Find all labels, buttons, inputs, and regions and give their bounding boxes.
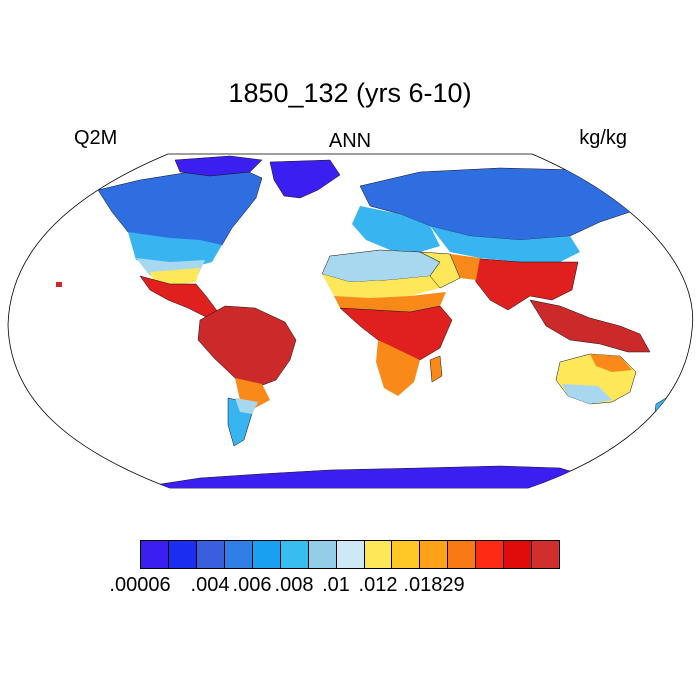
australia-hot: [590, 354, 632, 372]
colorbar-swatch: [308, 541, 337, 568]
madagascar: [429, 355, 443, 383]
colorbar-swatch: [252, 541, 281, 568]
north-america-warm: [150, 268, 200, 286]
colorbar-swatch: [504, 541, 533, 568]
colorbar-swatch: [336, 541, 365, 568]
colorbar-swatch: [448, 541, 477, 568]
southern-africa: [376, 340, 420, 396]
colorbar-tick-label: .006: [232, 574, 272, 596]
asia-humid: [469, 257, 579, 311]
colorbar-swatch: [280, 541, 309, 568]
colorbar-tick-label: .008: [274, 574, 314, 596]
africa-hot: [334, 292, 446, 312]
units-label: kg/kg: [579, 127, 627, 149]
colorbar-swatch: [476, 541, 505, 568]
colorbar-tick-label: .01: [322, 574, 350, 596]
southeast-asia: [529, 299, 651, 353]
hawaii: [56, 282, 62, 287]
colorbar-tick-label: .012: [358, 574, 398, 596]
colorbar-swatch: [392, 541, 421, 568]
asia-hot: [450, 254, 480, 280]
africa-tropical: [339, 305, 453, 361]
season-label: ANN: [328, 130, 372, 152]
colorbar-swatch: [168, 541, 197, 568]
colorbar-swatch: [224, 541, 253, 568]
australia-light: [562, 384, 612, 404]
antarctica: [147, 465, 581, 488]
colorbar-swatch: [196, 541, 225, 568]
middle-east: [419, 251, 461, 289]
colorbar-labels: .00006 .004.006.008 .01 .012.01829: [0, 574, 700, 604]
colorbar-tick-label: .004: [190, 574, 230, 596]
colorbar-swatch: [532, 541, 560, 568]
colorbar-swatch: [420, 541, 449, 568]
south-america-light: [235, 398, 258, 414]
south-america-tropical: [197, 305, 297, 389]
colorbar-tick-label: .01829: [403, 574, 465, 596]
colorbar-swatch: [141, 541, 169, 568]
greenland: [269, 159, 341, 199]
europe-mid: [352, 206, 440, 252]
colorbar-swatch: [364, 541, 393, 568]
north-africa-warm: [322, 274, 440, 298]
north-america-mid: [128, 232, 222, 268]
asia-mid: [430, 226, 580, 262]
variable-label: Q2M: [74, 127, 118, 149]
colorbar-tick-label: .00006: [109, 574, 171, 596]
canadian-islands: [174, 155, 263, 177]
plot-title: 1850_132 (yrs 6-10): [228, 78, 472, 108]
colorbar: [140, 540, 560, 569]
